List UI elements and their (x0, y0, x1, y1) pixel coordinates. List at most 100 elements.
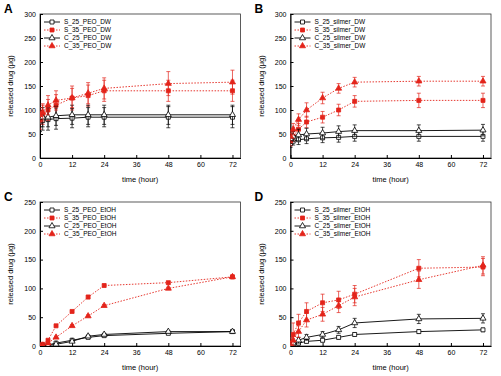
error-bar-cap (417, 76, 421, 77)
error-bar-cap (417, 323, 421, 324)
error-bar-cap (417, 124, 421, 125)
y-tick-mark (291, 346, 294, 347)
legend-label: C_25_PEO_DW (64, 34, 112, 42)
error-bar-cap (291, 146, 293, 147)
panel-title: A (4, 2, 13, 16)
x-tick: 72 (229, 343, 237, 356)
series-line (40, 332, 232, 346)
data-point (320, 94, 326, 99)
legend-item: C_25_silmer_DW (295, 34, 367, 42)
y-tick: 50 (28, 131, 43, 138)
error-bar-cap (230, 105, 234, 106)
error-bar-cap (353, 305, 357, 306)
error-bar-cap (337, 115, 341, 116)
y-tick-mark (40, 38, 43, 39)
y-axis: 050100150200250300 (275, 11, 294, 162)
data-point (85, 333, 91, 338)
legend-label: C_35_PEO_EtOH (64, 230, 117, 238)
error-bar (481, 328, 485, 331)
y-tick: 100 (24, 285, 43, 292)
legend-marker (301, 20, 305, 24)
error-bar-cap (40, 107, 42, 108)
plot: 0122436486072050100150200250time (hour)r… (6, 199, 241, 372)
plot-frame (40, 202, 241, 346)
data-point (101, 331, 107, 336)
panel-title: D (255, 190, 264, 204)
error-bar-cap (353, 95, 357, 96)
error-bar-cap (321, 294, 325, 295)
data-point (480, 127, 486, 132)
x-axis-line (41, 158, 242, 159)
error-bar-cap (481, 93, 485, 94)
legend-label: C_35_silmer_EtOH (315, 230, 371, 238)
x-tick-mark (136, 155, 137, 158)
error-bar-cap (321, 138, 325, 139)
data-point (305, 339, 309, 343)
y-tick-label: 0 (32, 343, 36, 350)
legend: S_25_silmer_DWS_35_silmer_DWC_25_silmer_… (295, 18, 367, 50)
error-bar (353, 333, 357, 336)
data-point (53, 341, 59, 346)
error-bar-cap (305, 340, 309, 341)
error-bar (481, 93, 485, 107)
y-axis: 050100150200250300 (24, 11, 43, 162)
error-bar-cap (40, 131, 42, 132)
data-point (337, 108, 341, 112)
y-tick: 250 (24, 35, 43, 42)
error-bar (54, 325, 58, 327)
panel: A0122436486072050100150200250300time (ho… (4, 2, 241, 184)
data-point (304, 106, 310, 111)
x-tick-mark (136, 343, 137, 346)
error-bar-cap (41, 126, 45, 127)
data-point (101, 302, 107, 307)
data-point (69, 111, 75, 116)
error-bar-cap (353, 86, 357, 87)
data-point (417, 330, 421, 334)
data-point (165, 80, 171, 85)
y-axis-title: released drug (μg) (257, 55, 266, 117)
y-tick-label: 150 (275, 256, 287, 263)
data-point (229, 79, 235, 84)
x-tick-mark (483, 343, 484, 346)
legend-label: S_35_PEO_DW (64, 26, 112, 34)
error-bar (321, 339, 325, 342)
data-point (416, 127, 422, 132)
y-tick: 200 (275, 59, 294, 66)
y-tick-mark (291, 317, 294, 318)
error-bar-cap (417, 107, 421, 108)
x-tick-mark (200, 155, 201, 158)
error-bar (86, 295, 90, 298)
data-point (304, 317, 310, 322)
legend-marker (301, 208, 305, 212)
error-bar-cap (353, 288, 357, 289)
panel-title: C (4, 190, 13, 204)
legend-label: C_25_silmer_DW (315, 34, 367, 42)
x-axis: 0122436486072 (39, 155, 241, 168)
x-tick-label: 24 (351, 161, 359, 168)
data-point (417, 266, 421, 270)
legend-item: C_25_PEO_DW (44, 34, 112, 42)
data-point (305, 309, 309, 313)
x-tick-mark (323, 343, 324, 346)
y-tick-label: 150 (24, 83, 36, 90)
error-bar-cap (166, 127, 170, 128)
error-bar-cap (337, 291, 341, 292)
panel: C0122436486072050100150200250time (hour)… (4, 190, 241, 372)
x-axis-line (291, 346, 492, 347)
panel-title: B (255, 2, 264, 16)
y-tick-label: 250 (24, 35, 36, 42)
error-bar-cap (46, 126, 50, 127)
error-bar-cap (321, 127, 325, 128)
error-bar-cap (70, 86, 74, 87)
error-bar-cap (41, 121, 45, 122)
y-tick-label: 200 (275, 228, 287, 235)
data-point (295, 131, 301, 136)
data-point (86, 295, 90, 299)
marks (40, 70, 236, 131)
error-bar-cap (481, 275, 485, 276)
x-axis-title: time (hour) (122, 363, 159, 372)
error-bar-cap (230, 127, 234, 128)
x-axis-line (41, 346, 242, 347)
y-tick: 250 (275, 199, 294, 206)
series-line (40, 82, 232, 115)
